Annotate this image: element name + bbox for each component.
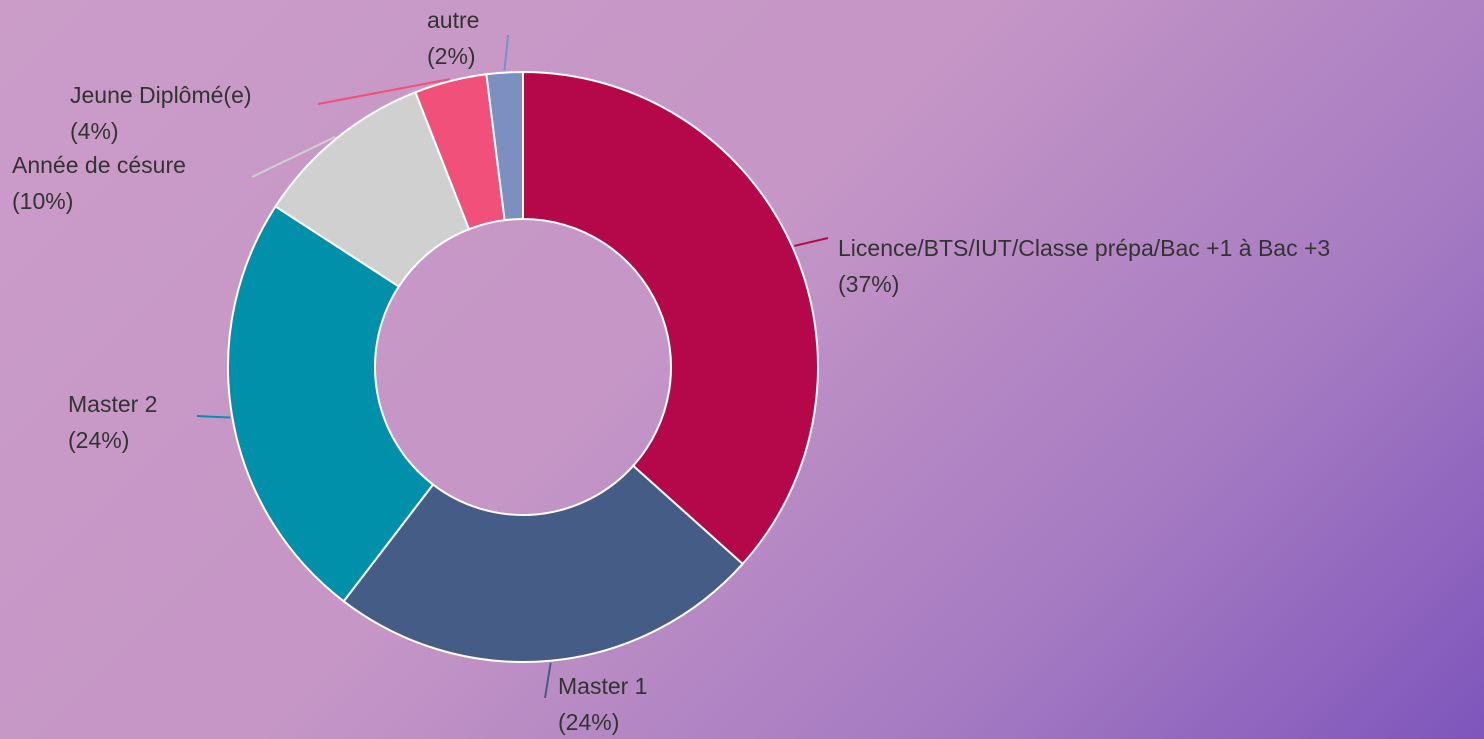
donut-slice [227,205,435,603]
slice-label: Jeune Diplômé(e) [70,82,252,108]
leader-line [317,78,451,105]
leader-line [544,662,552,699]
donut-slice [485,70,524,222]
slice-label: Année de césure [12,152,186,178]
slice-value-label: (37%) [838,271,899,297]
slice-label: autre [427,7,479,33]
slice-value-label: (24%) [68,427,129,453]
leader-line [251,135,336,178]
slice-label: Master 2 [68,391,157,417]
slice-label: Licence/BTS/IUT/Classe prépa/Bac +1 à Ba… [838,235,1330,261]
slice-value-label: (10%) [12,188,73,214]
slice-value-label: (24%) [558,709,619,735]
leader-line [196,415,231,419]
slice-value-label: (4%) [70,118,119,144]
leader-line [503,34,509,71]
slice-label: Master 1 [558,673,647,699]
leader-line [793,237,829,247]
donut-slice [342,464,745,663]
donut-slice [522,70,819,566]
slice-value-label: (2%) [427,43,476,69]
